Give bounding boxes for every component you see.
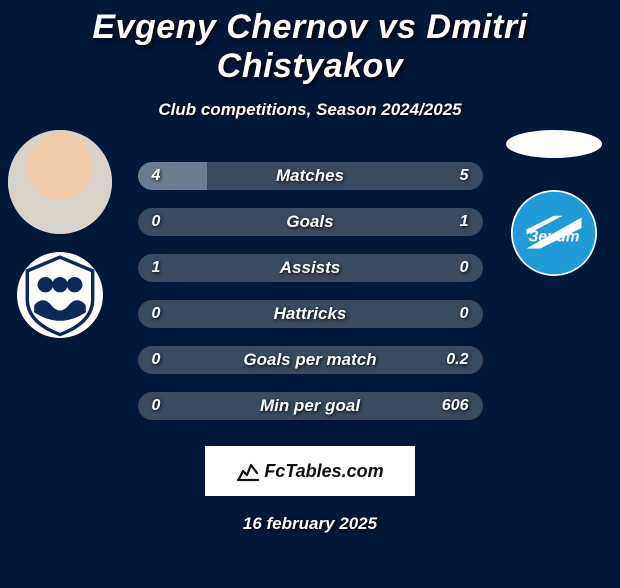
stat-value-left: 0 [152, 305, 161, 323]
stat-value-left: 0 [152, 397, 161, 415]
stat-label: Hattricks [274, 304, 347, 324]
page-title: Evgeny Chernov vs Dmitri Chistyakov [0, 8, 620, 86]
stat-fill-left [138, 162, 207, 190]
stat-value-left: 1 [152, 259, 161, 277]
left-avatar-column [8, 130, 112, 338]
stat-row: 0 Hattricks 0 [138, 300, 483, 328]
stat-label: Goals [286, 212, 333, 232]
subtitle: Club competitions, Season 2024/2025 [0, 100, 620, 120]
stat-value-left: 4 [152, 167, 161, 185]
right-club-crest: Зенит [511, 190, 597, 276]
stat-value-right: 0 [460, 305, 469, 323]
stats-bars: 4 Matches 5 0 Goals 1 1 Assists 0 0 Hattricks 0 0 Goa… [138, 162, 483, 420]
left-club-crest [17, 252, 103, 338]
fctables-logo-icon [236, 459, 260, 483]
footer-brand: FcTables.com [205, 446, 415, 496]
stat-value-left: 0 [152, 351, 161, 369]
right-avatar-column: Зенит [506, 130, 602, 276]
stat-row: 0 Min per goal 606 [138, 392, 483, 420]
stat-label: Min per goal [260, 396, 360, 416]
stat-label: Goals per match [243, 350, 376, 370]
stat-row: 0 Goals per match 0.2 [138, 346, 483, 374]
date-text: 16 february 2025 [0, 514, 620, 534]
stat-label: Matches [276, 166, 344, 186]
stat-value-right: 1 [460, 213, 469, 231]
left-player-avatar [8, 130, 112, 234]
stat-label: Assists [280, 258, 340, 278]
svg-text:Зенит: Зенит [528, 229, 579, 246]
stat-row: 4 Matches 5 [138, 162, 483, 190]
zenit-crest-icon: Зенит [511, 190, 597, 276]
stat-row: 0 Goals 1 [138, 208, 483, 236]
face-placeholder-icon [8, 130, 112, 234]
baltika-crest-icon [17, 252, 103, 338]
stat-value-left: 0 [152, 213, 161, 231]
stat-value-right: 606 [442, 397, 469, 415]
stat-value-right: 5 [460, 167, 469, 185]
right-player-avatar-placeholder [506, 130, 602, 158]
stat-row: 1 Assists 0 [138, 254, 483, 282]
stat-value-right: 0.2 [446, 351, 468, 369]
stat-value-right: 0 [460, 259, 469, 277]
footer-brand-text: FcTables.com [264, 461, 383, 482]
